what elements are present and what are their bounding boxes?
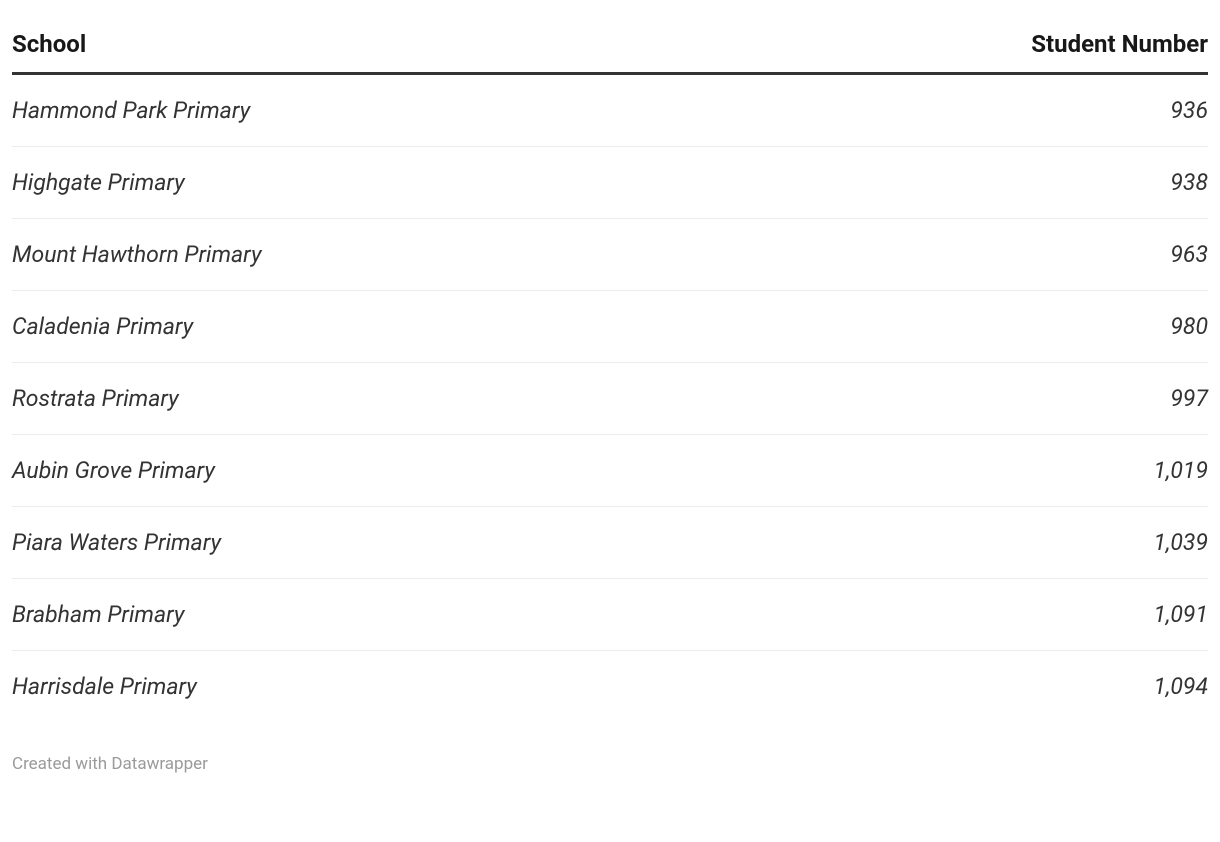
table-row: Piara Waters Primary 1,039 (12, 507, 1208, 579)
school-name: Hammond Park Primary (12, 97, 250, 124)
school-name: Caladenia Primary (12, 313, 193, 340)
table-row: Aubin Grove Primary 1,019 (12, 435, 1208, 507)
data-table: School Student Number Hammond Park Prima… (12, 12, 1208, 722)
student-number: 980 (1170, 313, 1208, 340)
table-row: Rostrata Primary 997 (12, 363, 1208, 435)
student-number: 963 (1170, 241, 1208, 268)
school-name: Mount Hawthorn Primary (12, 241, 262, 268)
attribution-text: Created with Datawrapper (12, 754, 1208, 774)
student-number: 997 (1170, 385, 1208, 412)
school-name: Aubin Grove Primary (12, 457, 215, 484)
school-name: Rostrata Primary (12, 385, 179, 412)
school-name: Piara Waters Primary (12, 529, 221, 556)
school-name: Highgate Primary (12, 169, 185, 196)
student-number: 1,091 (1153, 601, 1208, 628)
table-row: Mount Hawthorn Primary 963 (12, 219, 1208, 291)
table-row: Hammond Park Primary 936 (12, 75, 1208, 147)
student-number: 1,039 (1153, 529, 1208, 556)
column-header-students: Student Number (1031, 30, 1208, 58)
student-number: 936 (1170, 97, 1208, 124)
table-row: Harrisdale Primary 1,094 (12, 651, 1208, 722)
student-number: 938 (1170, 169, 1208, 196)
column-header-school: School (12, 30, 86, 58)
student-number: 1,019 (1153, 457, 1208, 484)
school-name: Harrisdale Primary (12, 673, 197, 700)
school-name: Brabham Primary (12, 601, 184, 628)
student-number: 1,094 (1153, 673, 1208, 700)
table-row: Brabham Primary 1,091 (12, 579, 1208, 651)
table-header-row: School Student Number (12, 12, 1208, 75)
table-row: Caladenia Primary 980 (12, 291, 1208, 363)
table-row: Highgate Primary 938 (12, 147, 1208, 219)
